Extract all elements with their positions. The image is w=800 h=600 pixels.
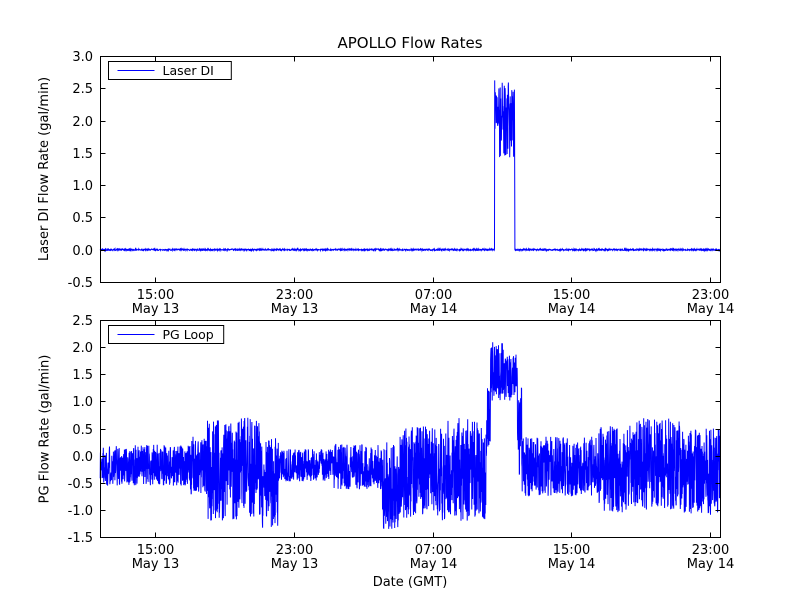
x-tick-date-label: May 14 bbox=[410, 302, 458, 317]
x-tick-time-label: 23:00 bbox=[276, 543, 313, 558]
x-axis-label: Date (GMT) bbox=[372, 575, 448, 590]
y-tick-label: 2.0 bbox=[72, 115, 93, 130]
x-tick-time-label: 15:00 bbox=[137, 543, 174, 558]
x-tick-time-label: 07:00 bbox=[415, 288, 452, 303]
y-tick-label: 2.5 bbox=[72, 82, 93, 97]
legend-label: PG Loop bbox=[163, 327, 214, 342]
x-tick-date-label: May 14 bbox=[548, 557, 596, 572]
y-tick-label: 0.5 bbox=[72, 423, 93, 438]
x-tick-date-label: May 14 bbox=[410, 557, 458, 572]
x-tick-date-label: May 13 bbox=[271, 557, 319, 572]
x-tick-time-label: 15:00 bbox=[553, 543, 590, 558]
x-tick-date-label: May 14 bbox=[687, 557, 735, 572]
x-tick-date-label: May 13 bbox=[132, 302, 180, 317]
laser-di-axes-frame bbox=[100, 56, 721, 283]
x-tick-time-label: 15:00 bbox=[553, 288, 590, 303]
x-tick-time-label: 07:00 bbox=[415, 543, 452, 558]
y-axis-label-laser-di: Laser DI Flow Rate (gal/min) bbox=[37, 76, 52, 262]
y-tick-label: 1.5 bbox=[72, 147, 93, 162]
y-tick-label: -0.5 bbox=[68, 276, 93, 291]
laser-di-series-line bbox=[99, 80, 721, 253]
x-tick-time-label: 23:00 bbox=[276, 288, 313, 303]
x-tick-date-label: May 14 bbox=[687, 302, 735, 317]
y-tick-label: 0.0 bbox=[72, 450, 93, 465]
x-tick-date-label: May 13 bbox=[271, 302, 319, 317]
x-tick-date-label: May 13 bbox=[132, 557, 180, 572]
x-tick-time-label: 23:00 bbox=[692, 543, 729, 558]
x-tick-time-label: 23:00 bbox=[692, 288, 729, 303]
x-tick-date-label: May 14 bbox=[548, 302, 596, 317]
y-tick-label: 3.0 bbox=[72, 50, 93, 65]
y-axis-label-pg: PG Flow Rate (gal/min) bbox=[37, 354, 53, 504]
laser-di-legend: Laser DI bbox=[108, 61, 232, 80]
legend-box bbox=[108, 325, 225, 344]
y-tick-label: 1.0 bbox=[72, 395, 93, 410]
y-tick-label: 2.5 bbox=[72, 314, 93, 329]
pg-loop-legend: PG Loop bbox=[108, 325, 225, 344]
y-tick-label: -1.5 bbox=[68, 531, 93, 546]
legend-box bbox=[108, 61, 232, 80]
y-tick-label: 0.5 bbox=[72, 211, 93, 226]
y-tick-label: 1.5 bbox=[72, 368, 93, 383]
y-tick-label: -1.0 bbox=[68, 504, 93, 519]
y-tick-label: 2.0 bbox=[72, 341, 93, 356]
chart-title: APOLLO Flow Rates bbox=[337, 34, 483, 52]
y-tick-label: 1.0 bbox=[72, 179, 93, 194]
pg-loop-series-line bbox=[99, 342, 721, 529]
y-tick-label: -0.5 bbox=[68, 477, 93, 492]
x-tick-time-label: 15:00 bbox=[137, 288, 174, 303]
y-tick-label: 0.0 bbox=[72, 244, 93, 259]
legend-label: Laser DI bbox=[163, 63, 214, 78]
